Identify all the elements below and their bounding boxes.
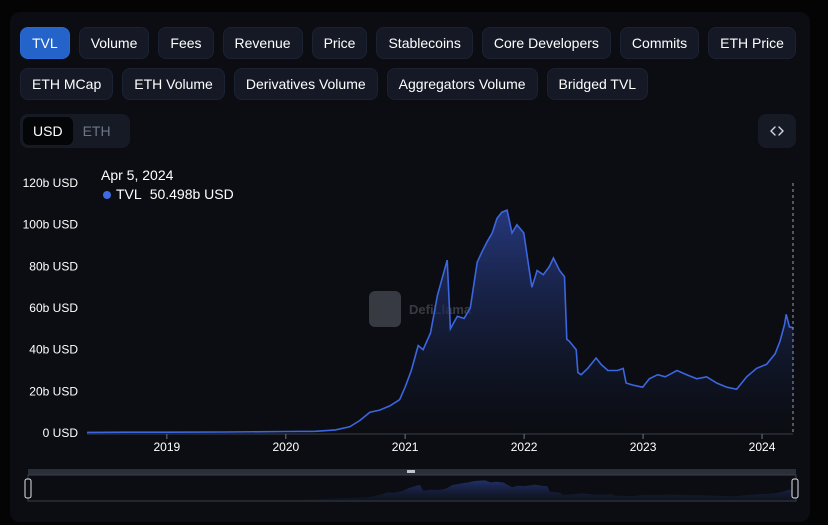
- tab-eth-volume[interactable]: ETH Volume: [122, 68, 225, 100]
- tab-volume[interactable]: Volume: [78, 27, 150, 59]
- currency-toggle: USD ETH: [20, 114, 130, 148]
- x-tick-label: 2022: [511, 440, 538, 454]
- tab-fees[interactable]: Fees: [158, 27, 214, 59]
- y-tick-label: 60b USD: [29, 301, 78, 315]
- tab-stablecoins[interactable]: Stablecoins: [376, 27, 473, 59]
- y-tick-label: 80b USD: [29, 259, 78, 273]
- range-brush[interactable]: [24, 469, 799, 502]
- brush-left-handle[interactable]: [24, 478, 32, 499]
- tab-aggregators-volume[interactable]: Aggregators Volume: [386, 68, 538, 100]
- tab-eth-price[interactable]: ETH Price: [708, 27, 796, 59]
- brush-grip-icon[interactable]: [407, 470, 415, 473]
- tab-tvl[interactable]: TVL: [20, 27, 70, 59]
- tab-revenue[interactable]: Revenue: [222, 27, 303, 59]
- y-tick-label: 100b USD: [23, 218, 79, 232]
- metric-tabs: TVL Volume Fees Revenue Price Stablecoins Core…: [20, 27, 800, 100]
- tooltip-series: TVL: [116, 186, 142, 202]
- tab-bridged-tvl[interactable]: Bridged TVL: [546, 68, 649, 100]
- y-tick-label: 0 USD: [43, 426, 79, 440]
- code-brackets-icon: [770, 126, 784, 136]
- x-tick-label: 2019: [154, 440, 181, 454]
- x-tick-label: 2020: [272, 440, 299, 454]
- series-dot-icon: [103, 190, 111, 199]
- y-tick-label: 20b USD: [29, 384, 78, 398]
- tab-core-developers[interactable]: Core Developers: [481, 27, 611, 59]
- x-axis: 2019 2020 2021 2022 2023 2024: [87, 433, 793, 454]
- tooltip-date: Apr 5, 2024: [101, 167, 174, 183]
- y-tick-label: 120b USD: [23, 176, 79, 190]
- x-tick-label: 2024: [749, 440, 776, 454]
- brush-mini-area: [28, 480, 796, 500]
- brush-right-handle[interactable]: [791, 478, 799, 499]
- y-axis: 0 USD 20b USD 40b USD 60b USD 80b USD 100b US…: [23, 176, 79, 440]
- chart-tooltip: Apr 5, 2024 TVL 50.498b USD: [101, 166, 234, 204]
- tvl-area: [87, 210, 793, 433]
- y-tick-label: 40b USD: [29, 343, 78, 357]
- embed-button[interactable]: [758, 114, 796, 148]
- tvl-line: [86, 209, 794, 434]
- x-tick-label: 2021: [392, 440, 419, 454]
- tab-commits[interactable]: Commits: [619, 27, 700, 59]
- currency-eth-button[interactable]: ETH: [82, 123, 111, 139]
- tab-price[interactable]: Price: [311, 27, 368, 59]
- x-tick-label: 2023: [630, 440, 657, 454]
- tooltip-value: 50.498b USD: [149, 186, 234, 202]
- llama-logo-icon: [369, 291, 401, 327]
- tab-eth-mcap[interactable]: ETH MCap: [20, 68, 114, 100]
- currency-usd-button[interactable]: USD: [23, 117, 73, 145]
- tab-derivatives-volume[interactable]: Derivatives Volume: [233, 68, 378, 100]
